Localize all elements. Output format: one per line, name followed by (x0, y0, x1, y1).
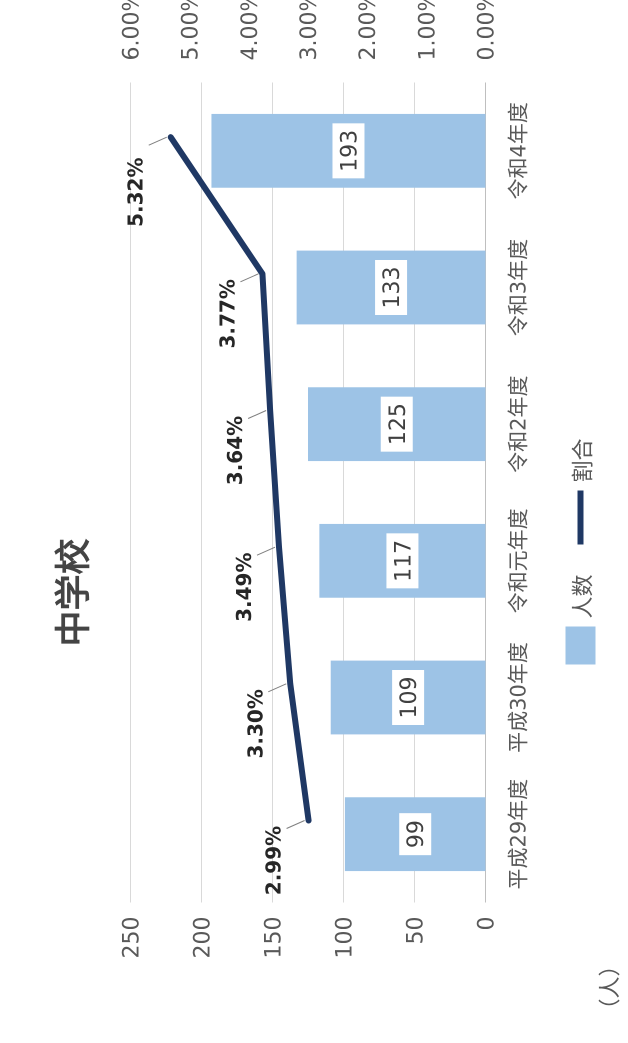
line-value-label: 5.32% (124, 157, 148, 226)
line-value-label: 3.30% (243, 689, 267, 758)
legend-label-bar: 人数 (572, 574, 597, 618)
line-value-label: 3.77% (215, 279, 239, 348)
line-series (167, 134, 312, 824)
right-axis-ticks: 0.00% 1.00% 2.00% 3.00% 4.00% 5.00% 6.00% (120, 0, 500, 61)
category-label: 平成30年度 (507, 642, 531, 753)
bar-value-label: 109 (397, 677, 422, 719)
right-tick-label: 4.00% (238, 0, 263, 61)
right-tick-label: 6.00% (120, 0, 145, 61)
left-tick-label: 150 (262, 917, 287, 959)
bar-label-box (392, 670, 425, 725)
line-label-leader (240, 273, 259, 283)
line-path (167, 134, 312, 824)
chart-title: 中学校 (53, 538, 95, 646)
right-tick-label: 0.00% (475, 0, 500, 61)
right-tick-label: 1.00% (415, 0, 440, 61)
bar-data-labels: 99 109 117 125 133 193 (332, 123, 432, 856)
left-tick-label: 50 (404, 917, 429, 945)
line-label-leader (268, 683, 287, 693)
line-label-leader (286, 820, 305, 829)
left-tick-label: 0 (475, 917, 500, 931)
bar-label-box (332, 123, 365, 179)
y-axis-unit-label: （人） (599, 954, 624, 1020)
bar-value-label: 99 (404, 820, 429, 848)
category-label: 令和4年度 (507, 102, 531, 199)
bar-label-box (386, 533, 419, 589)
line-label-leader (247, 410, 267, 419)
bar-value-label: 193 (337, 130, 362, 172)
line-value-label: 3.64% (223, 416, 247, 485)
line-value-label: 3.49% (232, 552, 256, 621)
category-label: 令和元年度 (507, 508, 531, 613)
legend-label-line: 割合 (572, 438, 597, 482)
bar-value-label: 133 (380, 267, 405, 309)
bar-label-box (399, 813, 432, 856)
left-tick-label: 100 (333, 917, 358, 959)
right-tick-label: 5.00% (179, 0, 204, 61)
line-data-labels: 2.99% 3.30% 3.49% 3.64% 3.77% 5.32% (124, 136, 305, 895)
line-label-leader (256, 546, 276, 556)
right-tick-label: 3.00% (297, 0, 322, 61)
category-label: 令和2年度 (507, 375, 531, 472)
category-label: 令和3年度 (507, 239, 531, 336)
bar-value-label: 117 (391, 540, 416, 582)
legend-swatch-bar (565, 626, 596, 665)
bar-label-box (375, 260, 408, 315)
bar-value-label: 125 (386, 403, 411, 445)
left-tick-label: 200 (191, 917, 216, 959)
right-tick-label: 2.00% (356, 0, 381, 61)
line-value-label: 2.99% (262, 826, 286, 895)
left-axis-ticks: 0 50 100 150 200 250 (120, 917, 500, 959)
bar-label-box (380, 396, 413, 452)
category-label: 平成29年度 (507, 779, 531, 890)
line-label-leader (148, 136, 167, 146)
left-tick-label: 250 (120, 917, 145, 959)
